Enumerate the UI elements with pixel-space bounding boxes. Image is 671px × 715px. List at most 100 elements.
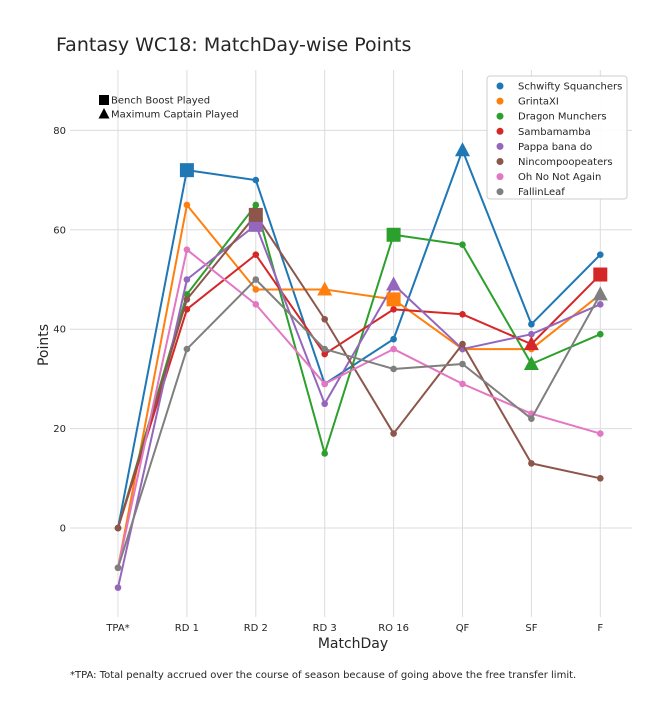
series-line (117, 223, 601, 588)
x-tick-labels: TPA* RD 1 RD 2 RD 3 RO 16 QF SF F (105, 623, 603, 634)
data-point (459, 380, 466, 388)
chart-title: Fantasy WC18: MatchDay-wise Points (56, 34, 411, 56)
legend-swatch (496, 82, 504, 90)
series-line (117, 253, 602, 529)
legend-swatch (496, 173, 504, 181)
bench-boost-marker (248, 207, 263, 222)
y-tick-label: 40 (53, 325, 66, 336)
data-point (459, 241, 466, 249)
data-point (459, 360, 466, 368)
legend-swatch (496, 188, 504, 196)
data-point (252, 201, 260, 209)
x-tick-label: SF (525, 623, 537, 634)
square-marker-icon (99, 95, 109, 105)
series-pappa-bana-do (114, 221, 604, 591)
legend-swatch (496, 112, 504, 120)
data-point (321, 345, 329, 353)
x-tick-label: RD 2 (244, 623, 268, 634)
max-captain-marker (455, 142, 470, 157)
series-nincompoopeaters (114, 211, 604, 532)
x-tick-label: RD 1 (175, 623, 199, 634)
special-markers (179, 142, 608, 370)
max-captain-marker (523, 336, 539, 351)
x-axis-label: MatchDay (318, 636, 388, 652)
data-point (528, 415, 535, 422)
data-point (390, 335, 397, 343)
bench-boost-marker (593, 267, 608, 282)
data-point (390, 345, 397, 353)
series-line (117, 248, 601, 568)
bench-boost-marker (179, 163, 194, 178)
series-line (117, 149, 602, 529)
triangle-marker-icon (98, 108, 110, 119)
data-point (183, 345, 191, 353)
data-point (321, 350, 329, 358)
data-point (114, 564, 122, 572)
data-point (528, 330, 535, 338)
max-captain-marker (523, 355, 539, 370)
data-point (114, 584, 122, 591)
legend-box (486, 75, 628, 200)
data-point (528, 460, 535, 467)
data-point (252, 251, 260, 258)
max-captain-marker (386, 276, 402, 291)
legend: Schwifty Squanchers GrintaXI Dragon Munche… (486, 75, 628, 200)
x-tick-label: RO 16 (378, 623, 409, 634)
legend-label: Pappa bana do (518, 142, 592, 153)
x-tick-label: QF (456, 623, 470, 634)
data-point (597, 430, 604, 437)
bench-boost-marker (386, 227, 401, 242)
data-point (252, 176, 260, 184)
series-grintaxi (114, 201, 604, 572)
legend-label: Dragon Munchers (518, 112, 607, 123)
marker-legend-label: Maximum Captain Played (111, 110, 239, 121)
data-point (528, 320, 535, 328)
data-point (183, 201, 191, 209)
legend-label: Nincompoopeaters (518, 157, 613, 168)
data-point (321, 400, 329, 408)
legend-swatch (496, 97, 504, 105)
data-point (321, 315, 329, 323)
data-point (321, 380, 329, 388)
data-point (390, 365, 397, 373)
data-point (114, 524, 122, 532)
legend-label: Schwifty Squanchers (518, 82, 622, 93)
data-point (183, 246, 191, 253)
legend-swatch (496, 142, 504, 150)
marker-legend-label: Bench Boost Played (111, 96, 210, 107)
x-tick-label: RD 3 (313, 623, 337, 634)
marker-legend: Bench Boost Played Maximum Captain Played (98, 95, 239, 121)
y-tick-label: 80 (53, 126, 66, 137)
data-point (252, 276, 260, 283)
data-point (597, 301, 604, 308)
data-point (252, 286, 260, 293)
max-captain-marker (317, 281, 333, 296)
data-point (597, 475, 604, 482)
data-point (597, 330, 604, 338)
series-line (117, 213, 601, 529)
data-point (597, 251, 604, 258)
legend-label: Oh No Not Again (518, 172, 601, 183)
y-axis-label: Points (36, 324, 52, 366)
data-point (459, 340, 466, 348)
data-point (183, 296, 191, 303)
data-point (390, 430, 397, 437)
y-tick-labels: 0 20 40 60 80 (53, 126, 66, 535)
data-point (321, 450, 329, 457)
x-tick-label: TPA* (105, 623, 129, 634)
bench-boost-marker (386, 292, 401, 307)
data-point (252, 301, 260, 308)
data-point (459, 310, 466, 318)
legend-swatch (496, 127, 504, 135)
x-tick-label: F (597, 623, 603, 634)
y-tick-label: 0 (60, 524, 66, 535)
legend-label: FallinLeaf (518, 187, 565, 198)
y-tick-label: 60 (53, 225, 66, 236)
legend-label: Sambamamba (518, 127, 591, 138)
y-tick-label: 20 (53, 424, 66, 435)
max-captain-marker (592, 286, 608, 301)
series-line (117, 278, 602, 569)
data-point (390, 306, 397, 313)
data-point (183, 276, 191, 283)
